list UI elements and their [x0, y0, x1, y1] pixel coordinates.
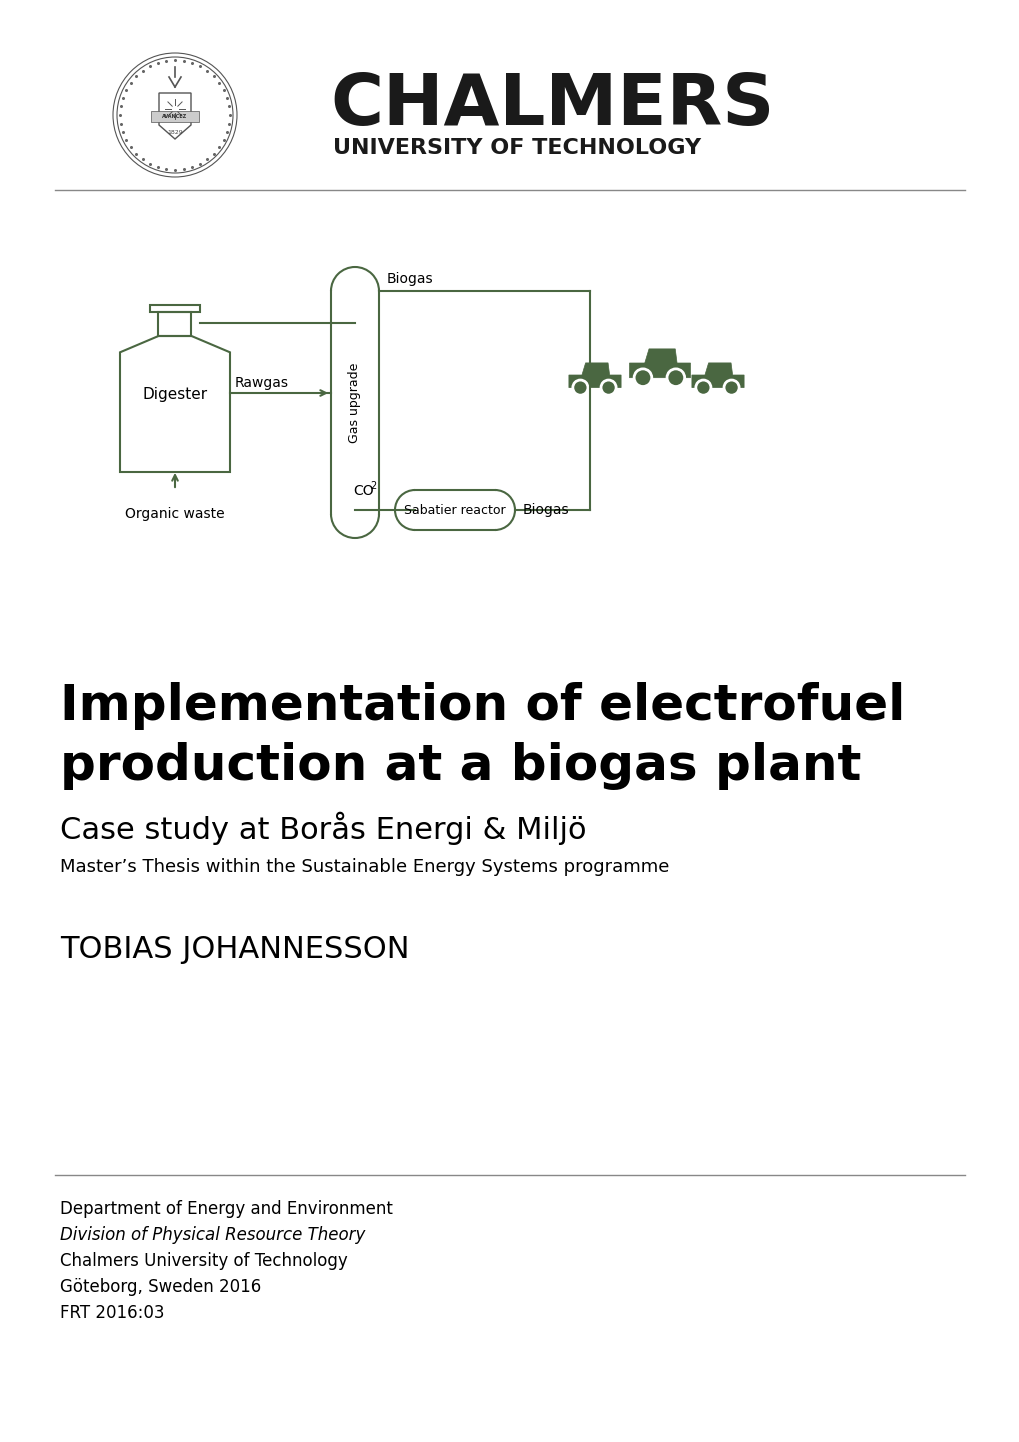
- Circle shape: [600, 381, 615, 395]
- Polygon shape: [569, 363, 621, 388]
- Text: UNIVERSITY OF TECHNOLOGY: UNIVERSITY OF TECHNOLOGY: [332, 138, 700, 159]
- Circle shape: [723, 381, 739, 395]
- Text: Department of Energy and Environment: Department of Energy and Environment: [60, 1200, 392, 1218]
- Text: Rawgas: Rawgas: [234, 376, 288, 389]
- Text: Division of Physical Resource Theory: Division of Physical Resource Theory: [60, 1226, 365, 1244]
- Text: production at a biogas plant: production at a biogas plant: [60, 743, 860, 790]
- Text: Gas upgrade: Gas upgrade: [348, 362, 361, 443]
- Circle shape: [695, 381, 710, 395]
- Polygon shape: [691, 363, 744, 388]
- Text: Biogas: Biogas: [523, 503, 569, 518]
- Text: CO: CO: [353, 485, 373, 497]
- Text: Case study at Borås Energi & Miljö: Case study at Borås Energi & Miljö: [60, 812, 586, 845]
- Text: TOBIAS JOHANNESSON: TOBIAS JOHANNESSON: [60, 934, 409, 965]
- Circle shape: [573, 381, 587, 395]
- Text: Digester: Digester: [143, 386, 207, 401]
- Bar: [158, 311, 192, 336]
- Text: Chalmers University of Technology: Chalmers University of Technology: [60, 1252, 347, 1270]
- Text: 2: 2: [370, 482, 376, 490]
- Polygon shape: [629, 349, 690, 378]
- Text: Master’s Thesis within the Sustainable Energy Systems programme: Master’s Thesis within the Sustainable E…: [60, 858, 668, 875]
- Bar: [151, 111, 199, 123]
- Circle shape: [666, 369, 684, 386]
- Text: CHALMERS: CHALMERS: [330, 71, 773, 140]
- Text: Organic waste: Organic waste: [125, 508, 224, 521]
- Bar: [150, 306, 200, 311]
- Circle shape: [634, 369, 651, 386]
- Text: 1829: 1829: [167, 130, 182, 134]
- Text: FRT 2016:03: FRT 2016:03: [60, 1304, 164, 1322]
- Text: Sabatier reactor: Sabatier reactor: [404, 503, 505, 516]
- Text: AVANCEZ: AVANCEZ: [162, 114, 187, 118]
- Text: Implementation of electrofuel: Implementation of electrofuel: [60, 682, 905, 730]
- Text: Biogas: Biogas: [386, 273, 433, 286]
- Text: Göteborg, Sweden 2016: Göteborg, Sweden 2016: [60, 1278, 261, 1296]
